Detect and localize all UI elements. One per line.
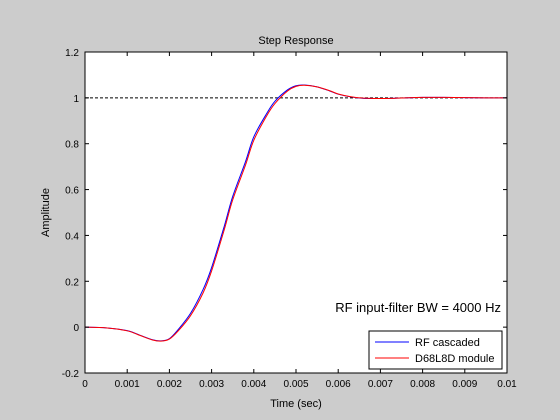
y-tick-labels: -0.2 0 0.2 0.4 0.6 0.8 1 1.2 bbox=[62, 48, 80, 380]
legend: RF cascaded D68L8D module bbox=[368, 330, 503, 370]
y-tick-label: 1 bbox=[73, 94, 79, 105]
x-tick-label: 0.007 bbox=[368, 379, 393, 390]
x-axis-label: Time (sec) bbox=[270, 398, 322, 410]
y-tick-label: 0.4 bbox=[65, 231, 79, 242]
x-tick-label: 0.008 bbox=[410, 379, 435, 390]
y-tick-label: 0.2 bbox=[65, 277, 79, 288]
y-tick-label: 1.2 bbox=[65, 48, 79, 59]
y-tick-label: -0.2 bbox=[62, 369, 80, 380]
bandwidth-annotation: RF input-filter BW = 4000 Hz bbox=[335, 300, 501, 315]
legend-box bbox=[368, 330, 503, 370]
x-tick-label: 0.01 bbox=[497, 379, 517, 390]
series-line-d68l8d-module bbox=[84, 84, 508, 342]
x-tick-label: 0.002 bbox=[157, 379, 182, 390]
x-tick-labels: 0 0.001 0.002 0.003 0.004 0.005 0.006 0.007 0.00… bbox=[82, 379, 517, 390]
x-tick-label: 0.005 bbox=[283, 379, 308, 390]
x-tick-label: 0.004 bbox=[241, 379, 266, 390]
legend-label-d68l8d-module: D68L8D module bbox=[415, 353, 495, 365]
x-tick-label: 0.001 bbox=[115, 379, 140, 390]
x-tick-label: 0.009 bbox=[452, 379, 477, 390]
chart-title: Step Response bbox=[258, 35, 333, 47]
ticks-group bbox=[84, 51, 508, 374]
y-tick-label: 0.6 bbox=[65, 186, 79, 197]
y-tick-label: 0 bbox=[73, 323, 79, 334]
y-axis-label: Amplitude bbox=[40, 188, 52, 237]
x-tick-label: 0.003 bbox=[199, 379, 224, 390]
axes-background bbox=[85, 52, 507, 373]
x-tick-label: 0.006 bbox=[326, 379, 351, 390]
legend-label-rf-cascaded: RF cascaded bbox=[415, 337, 480, 349]
series-group bbox=[84, 84, 508, 342]
y-tick-label: 0.8 bbox=[65, 140, 79, 151]
x-tick-label: 0 bbox=[82, 379, 88, 390]
